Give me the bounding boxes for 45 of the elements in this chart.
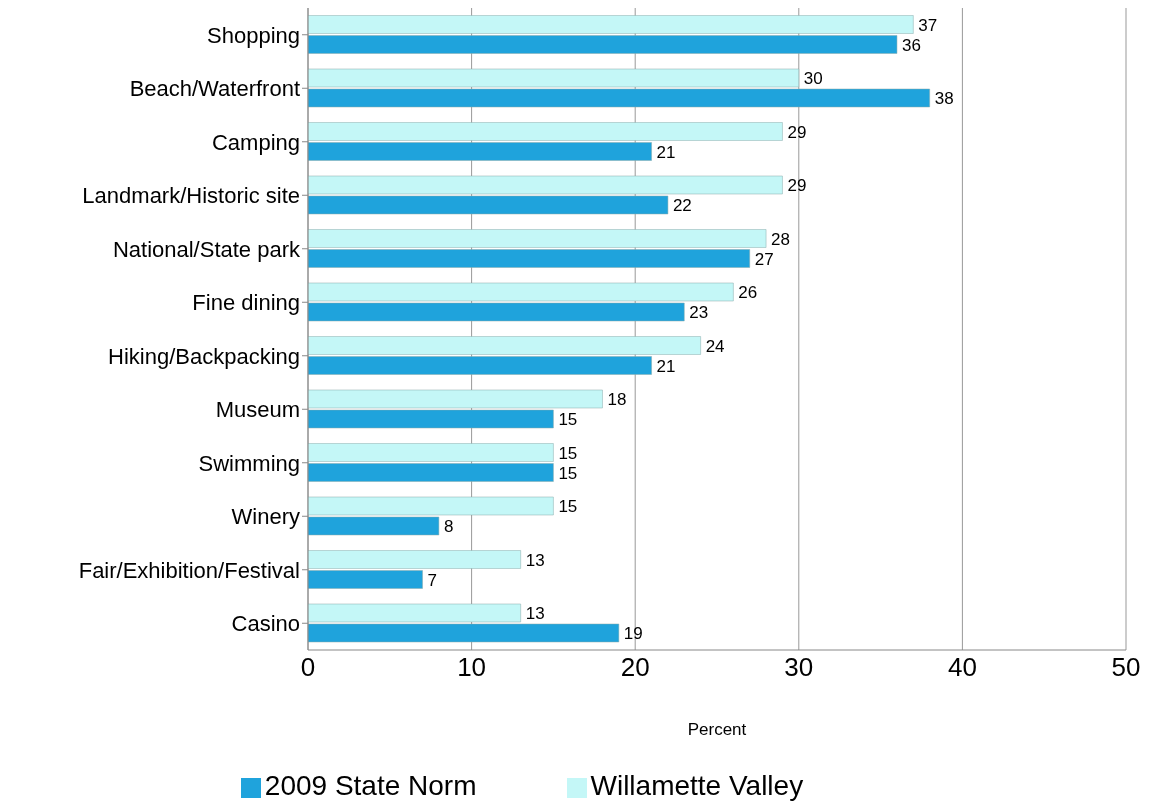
y-tick-label: Shopping xyxy=(207,22,300,48)
data-label: 37 xyxy=(918,15,938,35)
data-label: 22 xyxy=(672,196,692,216)
y-tick-label: Landmark/Historic site xyxy=(82,183,300,209)
x-axis-title: Percent xyxy=(687,720,747,739)
data-label: 30 xyxy=(803,69,823,89)
data-label: 15 xyxy=(558,497,578,517)
data-label: 8 xyxy=(443,517,454,537)
x-tick-label: 30 xyxy=(784,652,814,683)
data-label: 13 xyxy=(525,604,545,624)
data-label: 29 xyxy=(787,122,807,142)
data-label: 19 xyxy=(623,624,643,644)
data-label: 18 xyxy=(607,390,627,410)
x-tick-label: 20 xyxy=(620,652,650,683)
x-tick-label: 10 xyxy=(457,652,487,683)
data-label: 23 xyxy=(689,303,709,323)
data-label: 21 xyxy=(656,356,676,376)
data-label: 21 xyxy=(656,142,676,162)
data-label: 15 xyxy=(558,463,578,483)
y-tick-label: Fair/Exhibition/Festival xyxy=(78,557,300,583)
data-label: 26 xyxy=(738,283,758,303)
y-tick-label: Museum xyxy=(215,397,300,423)
y-tick-label: Swimming xyxy=(198,450,300,476)
data-label: 38 xyxy=(934,89,954,109)
y-tick-label: Camping xyxy=(211,129,300,155)
data-label: 29 xyxy=(787,176,807,196)
y-tick-label: Casino xyxy=(231,611,300,637)
legend-label: 2009 State Norm xyxy=(264,770,477,801)
x-tick-label: 40 xyxy=(947,652,977,683)
legend-label: Willamette Valley xyxy=(590,770,804,801)
data-label: 15 xyxy=(558,443,578,463)
y-tick-label: Winery xyxy=(231,504,300,530)
data-label: 27 xyxy=(754,249,774,269)
y-tick-label: National/State park xyxy=(112,236,301,262)
y-tick-label: Fine dining xyxy=(192,290,300,316)
y-tick-label: Beach/Waterfront xyxy=(129,76,300,102)
data-label: 13 xyxy=(525,550,545,570)
x-tick-label: 0 xyxy=(300,652,316,683)
y-tick-label: Hiking/Backpacking xyxy=(108,343,300,369)
data-label: 15 xyxy=(558,410,578,430)
x-tick-label: 50 xyxy=(1111,652,1141,683)
data-label: 28 xyxy=(771,229,790,249)
data-label: 36 xyxy=(901,35,921,55)
data-label: 24 xyxy=(705,336,725,356)
data-label: 7 xyxy=(427,570,437,590)
